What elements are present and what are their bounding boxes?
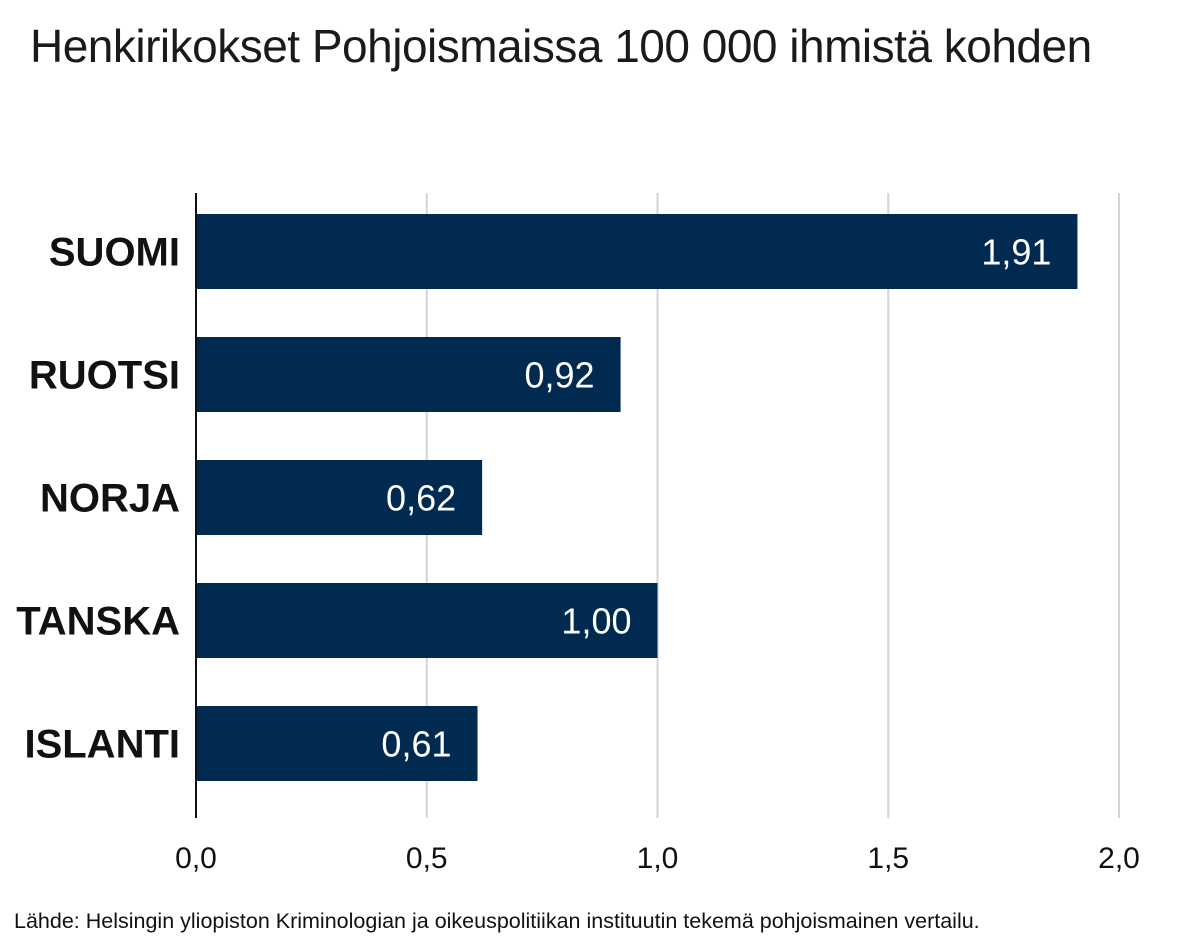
bars: [196, 214, 1078, 781]
category-label: NORJA: [40, 477, 180, 521]
category-label: TANSKA: [16, 600, 180, 644]
value-label: 0,61: [381, 724, 451, 765]
value-label: 1,00: [561, 601, 631, 642]
value-label: 0,92: [525, 355, 595, 396]
category-label: SUOMI: [49, 231, 180, 275]
category-label: ISLANTI: [24, 723, 180, 767]
x-tick-label: 1,5: [867, 842, 909, 875]
labels: 0,0 0,5 1,0 1,5 2,0 SUOMI 1,91 RUOTSI 0,92 NORJA 0…: [16, 231, 1140, 876]
bar-norja: [196, 460, 483, 535]
x-tick-label: 2,0: [1098, 842, 1140, 875]
x-tick-label: 0,5: [406, 842, 448, 875]
source-note: Lähde: Helsingin yliopiston Kriminologia…: [14, 909, 980, 933]
x-tick-label: 1,0: [637, 842, 679, 875]
bar-tanska: [196, 583, 658, 658]
x-tick-label: 0,0: [175, 842, 217, 875]
value-label: 0,62: [386, 478, 456, 519]
bar-suomi: [196, 214, 1078, 289]
chart-title: Henkirikokset Pohjoismaissa 100 000 ihmi…: [30, 20, 1092, 72]
category-label: RUOTSI: [29, 354, 180, 398]
value-label: 1,91: [981, 232, 1051, 273]
bar-ruotsi: [196, 337, 621, 412]
bar-islanti: [196, 706, 478, 781]
